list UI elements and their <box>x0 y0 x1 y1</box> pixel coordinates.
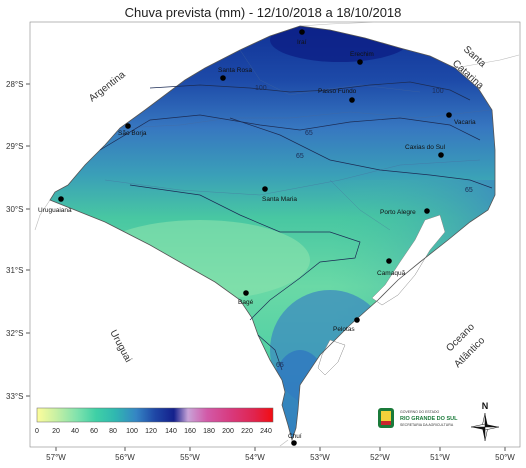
map-frame <box>29 21 521 448</box>
legend-tick: 40 <box>71 428 79 435</box>
city-santa-maria: Santa Maria <box>262 186 297 203</box>
city-santa-rosa: Santa Rosa <box>218 67 252 81</box>
legend-tick: 120 <box>145 428 157 435</box>
contour-label: 65 <box>276 362 284 369</box>
lat-label: 28°S <box>6 80 23 89</box>
lagoa-mirim <box>317 339 346 376</box>
compass-icon <box>470 412 500 442</box>
north-label: N <box>482 401 489 411</box>
lat-label: 29°S <box>6 142 23 151</box>
city-label: Santa Rosa <box>218 67 252 74</box>
city-label: São Borja <box>118 130 147 137</box>
region-label-argentina: Argentina <box>87 69 128 104</box>
contour-label: 65 <box>465 187 473 194</box>
city-label: Iraí <box>297 39 307 46</box>
region-label-uruguai: Uruguai <box>107 328 133 364</box>
map-ticks <box>26 83 506 451</box>
city-label: Vacaria <box>454 119 476 126</box>
contour-lines <box>99 81 493 371</box>
legend-tick: 100 <box>126 428 138 435</box>
city-vacaria: Vacaria <box>446 112 476 126</box>
city-caxias-do-sul: Caxias do Sul <box>405 144 446 158</box>
lat-label: 30°S <box>6 205 23 214</box>
lat-label: 32°S <box>6 329 23 338</box>
map-title: Chuva prevista (mm) - 12/10/2018 a 18/10… <box>124 5 402 20</box>
coat-of-arms-icon <box>378 408 394 428</box>
city-pelotas: Pelotas <box>333 317 360 333</box>
city-label: Erechim <box>350 51 374 58</box>
city-erechim: Erechim <box>350 51 374 65</box>
lon-label: 57°W <box>46 453 66 462</box>
city-label: Uruguaiana <box>38 207 72 214</box>
city-label: Santa Maria <box>262 196 297 203</box>
legend-tick: 0 <box>35 428 39 435</box>
city-label: Pelotas <box>333 326 355 333</box>
logo-line: GOVERNO DO ESTADO <box>400 410 439 414</box>
legend-tick: 20 <box>52 428 60 435</box>
logo-line: SECRETARIA DA AGRICULTURA <box>400 423 454 427</box>
city-passo-fundo: Passo Fundo <box>318 88 357 103</box>
city-camaqua: Camaquã <box>377 258 406 277</box>
contour-label: 100 <box>432 88 444 95</box>
legend-tick: 220 <box>241 428 253 435</box>
contour-label: 100 <box>255 85 267 92</box>
legend-tick: 160 <box>184 428 196 435</box>
lon-label: 50°W <box>495 453 515 462</box>
legend-tick: 240 <box>260 428 272 435</box>
legend-tick: 60 <box>90 428 98 435</box>
city-label: Porto Alegre <box>380 209 416 216</box>
lon-label: 56°W <box>115 453 135 462</box>
city-irai: Iraí <box>297 29 307 46</box>
city-porto-alegre: Porto Alegre <box>380 208 430 216</box>
north-arrow: N <box>470 401 500 442</box>
city-chui: Chuí <box>288 433 302 446</box>
contour-labels: 100 100 65 65 65 65 <box>255 85 473 369</box>
neighbour-borders <box>34 21 520 447</box>
legend-tick: 200 <box>222 428 234 435</box>
lon-label: 52°W <box>370 453 390 462</box>
contour-label: 65 <box>305 130 313 137</box>
lon-label: 54°W <box>245 453 265 462</box>
lon-label: 55°W <box>180 453 200 462</box>
city-label: Chuí <box>288 433 302 440</box>
logo-line: RIO GRANDE DO SUL <box>400 416 458 422</box>
lat-label: 33°S <box>6 392 23 401</box>
latitude-labels: 28°S 29°S 30°S 31°S 32°S 33°S <box>6 80 23 401</box>
region-borders <box>104 49 491 231</box>
city-label: Caxias do Sul <box>405 144 446 151</box>
lagoa-dos-patos <box>371 214 446 306</box>
city-uruguaiana: Uruguaiana <box>38 196 72 214</box>
lat-label: 31°S <box>6 266 23 275</box>
longitude-labels: 57°W 56°W 55°W 54°W 53°W 52°W 51°W 50°W <box>46 453 515 462</box>
city-sao-borja: São Borja <box>118 123 147 137</box>
legend-tick: 140 <box>165 428 177 435</box>
cities: Iraí Erechim Santa Rosa Passo Fundo Vaca… <box>38 29 476 446</box>
legend: 0 20 40 60 80 100 120 140 160 180 200 22… <box>35 407 274 435</box>
contour-label: 65 <box>296 153 304 160</box>
legend-tick: 180 <box>203 428 215 435</box>
legend-tick: 80 <box>109 428 117 435</box>
lon-label: 51°W <box>430 453 450 462</box>
legend-colorbar <box>36 407 274 423</box>
government-logo: GOVERNO DO ESTADO RIO GRANDE DO SUL SECR… <box>378 408 458 428</box>
city-label: Camaquã <box>377 270 406 277</box>
city-label: Passo Fundo <box>318 88 357 95</box>
lon-label: 53°W <box>310 453 330 462</box>
city-label: Bagé <box>238 299 254 306</box>
city-bage: Bagé <box>238 290 254 306</box>
